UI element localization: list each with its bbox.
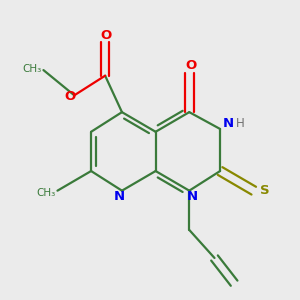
- Text: N: N: [114, 190, 125, 203]
- Text: O: O: [185, 59, 196, 72]
- Text: CH₃: CH₃: [37, 188, 56, 199]
- Text: H: H: [236, 117, 245, 130]
- Text: CH₃: CH₃: [22, 64, 42, 74]
- Text: S: S: [260, 184, 269, 197]
- Text: O: O: [100, 29, 112, 42]
- Text: N: N: [187, 190, 198, 203]
- Text: N: N: [222, 117, 233, 130]
- Text: O: O: [64, 90, 76, 103]
